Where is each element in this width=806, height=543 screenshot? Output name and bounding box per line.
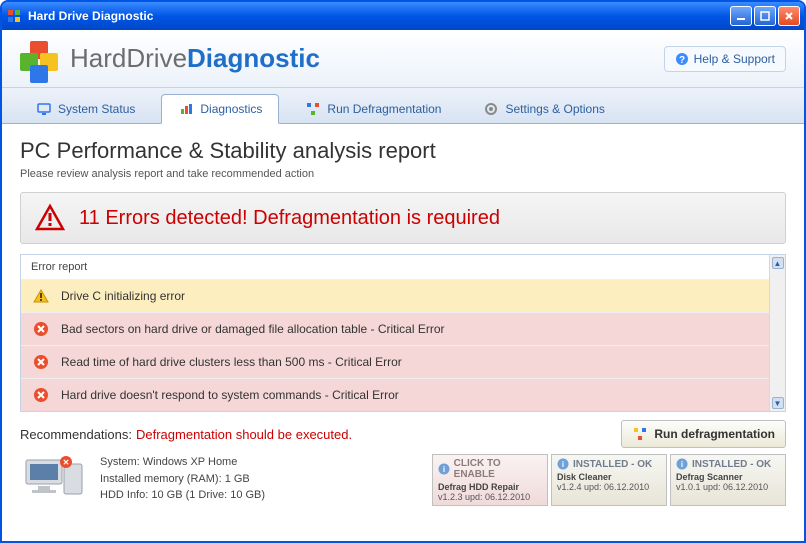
scroll-down-button[interactable]: ▼ bbox=[772, 397, 784, 409]
brand-text-1: HardDrive bbox=[70, 43, 187, 73]
report-subtitle: Please review analysis report and take r… bbox=[20, 168, 786, 180]
tab-bar: System Status Diagnostics Run Defragment… bbox=[2, 88, 804, 124]
error-icon bbox=[33, 387, 49, 403]
error-text: Read time of hard drive clusters less th… bbox=[61, 355, 402, 369]
svg-text:i: i bbox=[562, 460, 564, 469]
tab-label: Run Defragmentation bbox=[327, 102, 441, 116]
scroll-up-button[interactable]: ▲ bbox=[772, 257, 784, 269]
error-report-header: Error report bbox=[21, 255, 769, 279]
module-name: Defrag Scanner bbox=[676, 472, 780, 482]
content-area: PC Performance & Stability analysis repo… bbox=[2, 124, 804, 541]
chart-icon bbox=[178, 101, 194, 117]
error-row: Drive C initializing error bbox=[21, 279, 769, 312]
system-info: System: Windows XP Home Installed memory… bbox=[100, 454, 422, 504]
recommendations-text: Defragmentation should be executed. bbox=[136, 427, 621, 442]
help-support-label: Help & Support bbox=[694, 52, 775, 66]
module-status: iINSTALLED - OK bbox=[676, 458, 780, 470]
error-row: Bad sectors on hard drive or damaged fil… bbox=[21, 312, 769, 345]
error-text: Hard drive doesn't respond to system com… bbox=[61, 388, 399, 402]
module-name: Defrag HDD Repair bbox=[438, 482, 542, 492]
svg-text:✕: ✕ bbox=[63, 458, 70, 467]
error-text: Bad sectors on hard drive or damaged fil… bbox=[61, 322, 445, 336]
system-hdd: HDD Info: 10 GB (1 Drive: 10 GB) bbox=[100, 487, 422, 504]
warning-icon bbox=[33, 288, 49, 304]
alert-banner: 11 Errors detected! Defragmentation is r… bbox=[20, 192, 786, 244]
computer-icon: ✕ bbox=[20, 454, 90, 504]
run-defrag-label: Run defragmentation bbox=[654, 427, 775, 441]
tab-label: System Status bbox=[58, 102, 135, 116]
module-card[interactable]: iCLICK TO ENABLE Defrag HDD Repairv1.2.3 … bbox=[432, 454, 548, 506]
help-support-button[interactable]: ? Help & Support bbox=[664, 46, 786, 72]
tab-label: Settings & Options bbox=[505, 102, 604, 116]
module-version: v1.2.4 upd: 06.12.2010 bbox=[557, 482, 661, 492]
error-icon bbox=[33, 354, 49, 370]
system-os: System: Windows XP Home bbox=[100, 454, 422, 471]
svg-text:i: i bbox=[681, 460, 683, 469]
module-card[interactable]: iINSTALLED - OK Disk Cleanerv1.2.4 upd: 0… bbox=[551, 454, 667, 506]
titlebar-title: Hard Drive Diagnostic bbox=[28, 9, 730, 23]
run-defrag-button[interactable]: Run defragmentation bbox=[621, 420, 786, 448]
module-version: v1.0.1 upd: 06.12.2010 bbox=[676, 482, 780, 492]
tab-settings[interactable]: Settings & Options bbox=[467, 94, 620, 123]
monitor-icon bbox=[36, 101, 52, 117]
svg-text:?: ? bbox=[679, 55, 685, 66]
recommendations-label: Recommendations: bbox=[20, 427, 132, 442]
gear-icon bbox=[483, 101, 499, 117]
module-status: iCLICK TO ENABLE bbox=[438, 458, 542, 480]
module-version: v1.2.3 upd: 06.12.2010 bbox=[438, 492, 542, 502]
modules-list: iCLICK TO ENABLE Defrag HDD Repairv1.2.3 … bbox=[432, 454, 786, 506]
scrollbar[interactable]: ▲ ▼ bbox=[769, 255, 785, 411]
warning-icon bbox=[35, 203, 65, 233]
close-button[interactable] bbox=[778, 6, 800, 26]
brand-text: HardDriveDiagnostic bbox=[70, 43, 320, 74]
error-row: Hard drive doesn't respond to system com… bbox=[21, 378, 769, 411]
brand-text-2: Diagnostic bbox=[187, 43, 320, 73]
tab-diagnostics[interactable]: Diagnostics bbox=[161, 94, 279, 124]
window-controls bbox=[730, 6, 800, 26]
app-window: Hard Drive Diagnostic HardDriveDiagnosti… bbox=[0, 0, 806, 543]
report-title: PC Performance & Stability analysis repo… bbox=[20, 138, 786, 164]
app-header: HardDriveDiagnostic ? Help & Support bbox=[2, 30, 804, 88]
tab-run-defrag[interactable]: Run Defragmentation bbox=[289, 94, 457, 123]
defrag-icon bbox=[305, 101, 321, 117]
error-text: Drive C initializing error bbox=[61, 289, 185, 303]
module-card[interactable]: iINSTALLED - OK Defrag Scannerv1.0.1 upd:… bbox=[670, 454, 786, 506]
app-logo bbox=[20, 39, 60, 79]
tab-label: Diagnostics bbox=[200, 102, 262, 116]
system-ram: Installed memory (RAM): 1 GB bbox=[100, 471, 422, 488]
error-report-panel: Error report Drive C initializing error B… bbox=[20, 254, 786, 412]
footer-row: ✕ System: Windows XP Home Installed memo… bbox=[20, 454, 786, 506]
defrag-icon bbox=[632, 426, 648, 442]
error-icon bbox=[33, 321, 49, 337]
minimize-button[interactable] bbox=[730, 6, 752, 26]
app-icon bbox=[6, 8, 22, 24]
alert-text: 11 Errors detected! Defragmentation is r… bbox=[79, 207, 500, 230]
module-status: iINSTALLED - OK bbox=[557, 458, 661, 470]
maximize-button[interactable] bbox=[754, 6, 776, 26]
svg-text:i: i bbox=[443, 465, 445, 474]
titlebar: Hard Drive Diagnostic bbox=[2, 2, 804, 30]
recommendations-row: Recommendations: Defragmentation should … bbox=[20, 420, 786, 448]
error-row: Read time of hard drive clusters less th… bbox=[21, 345, 769, 378]
tab-system-status[interactable]: System Status bbox=[20, 94, 151, 123]
help-icon: ? bbox=[675, 52, 689, 66]
module-name: Disk Cleaner bbox=[557, 472, 661, 482]
